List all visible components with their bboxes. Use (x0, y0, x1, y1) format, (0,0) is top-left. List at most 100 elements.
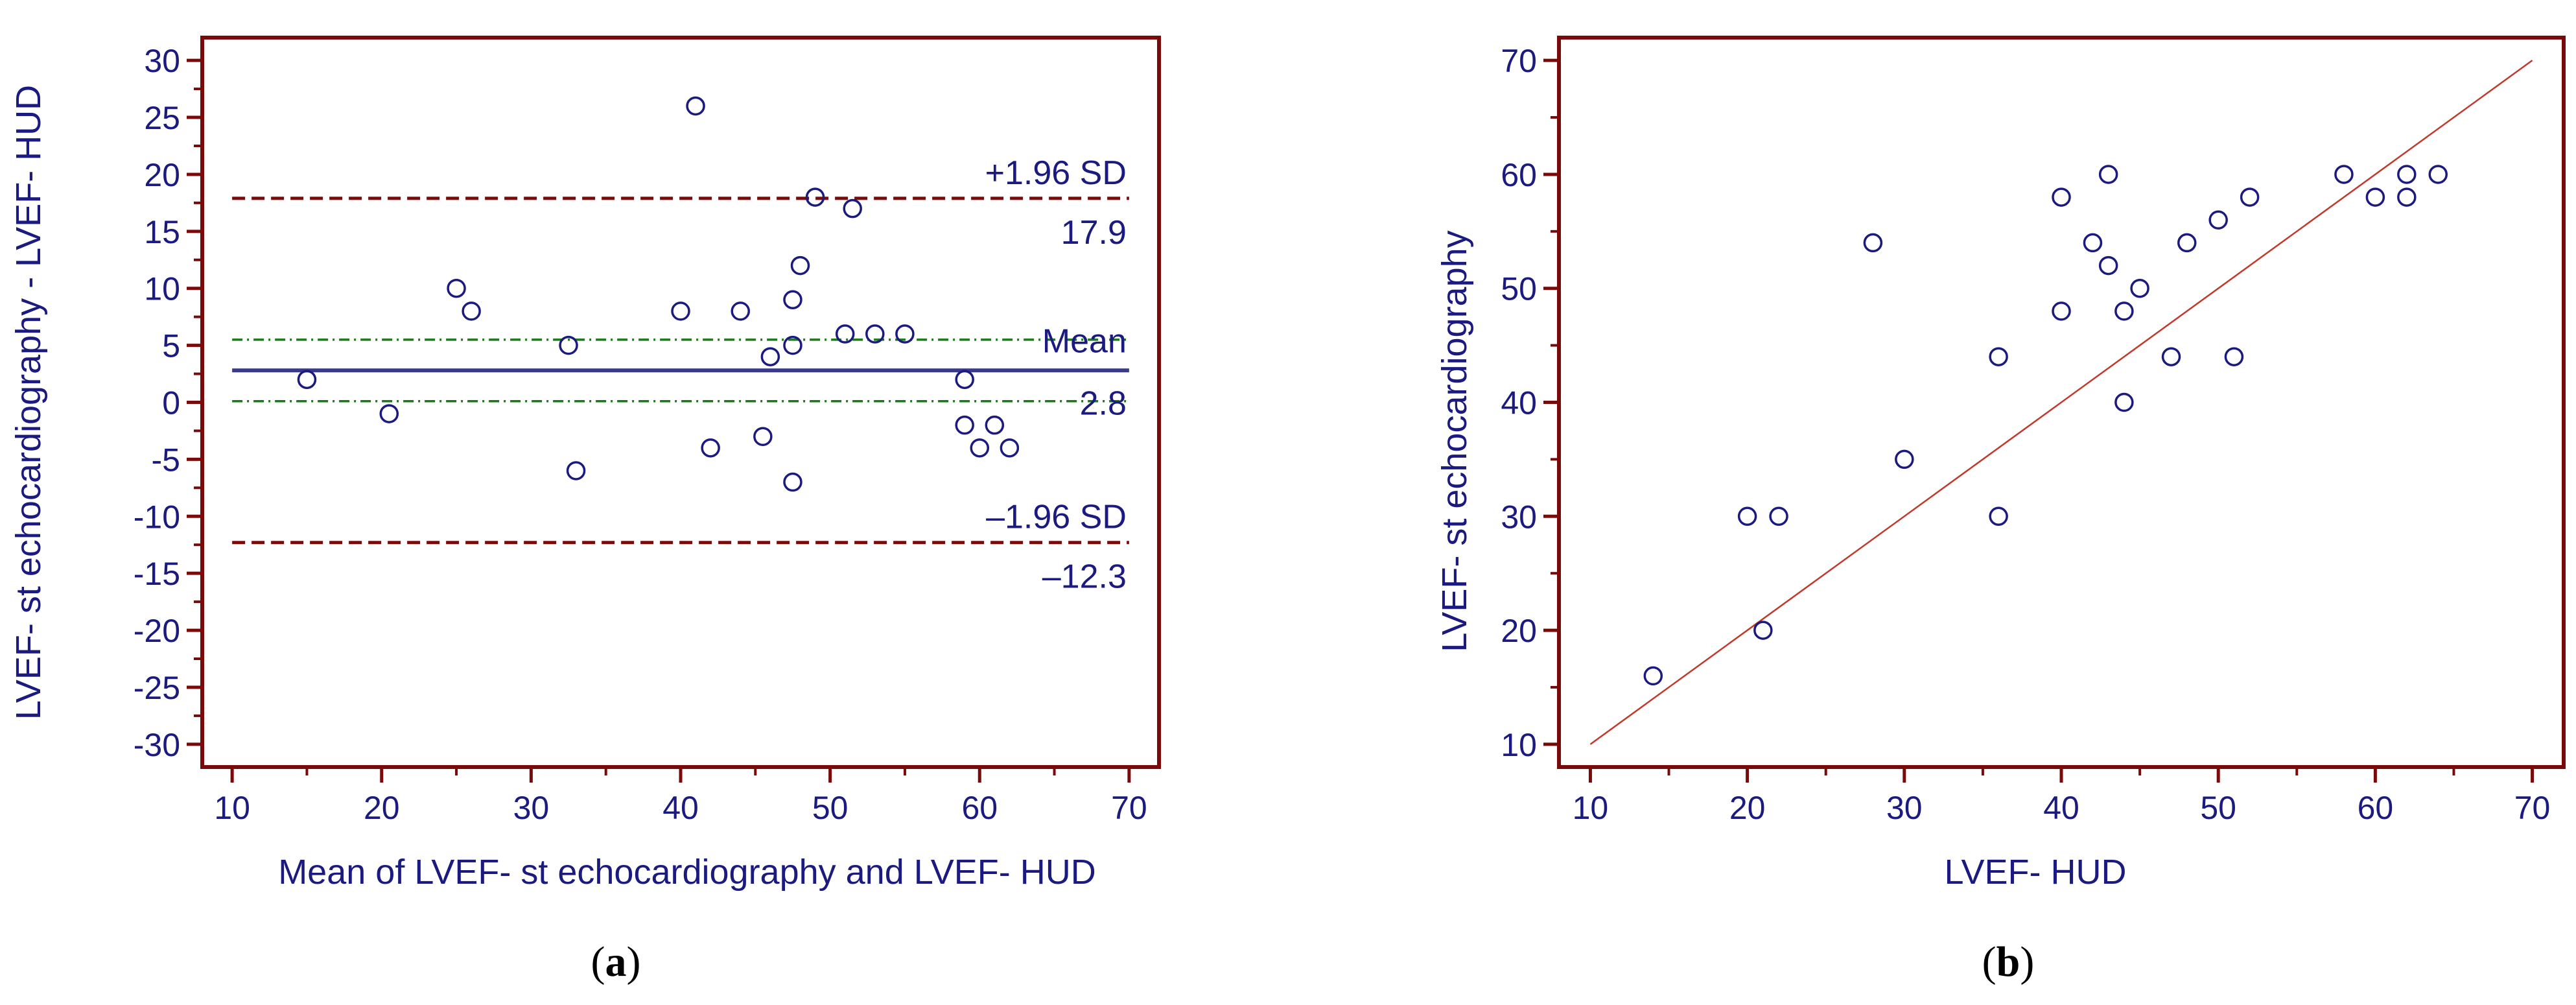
lower-limit-label: –1.96 SD (986, 499, 1127, 536)
a-xtick-label: 50 (812, 790, 849, 826)
a-data-point (865, 324, 885, 344)
b-data-point (1895, 449, 1914, 469)
a-data-point (805, 187, 825, 207)
b-xtick-label: 70 (2514, 790, 2551, 826)
a-data-point (447, 278, 466, 298)
b-ytick-label: 10 (1501, 727, 1537, 763)
panel-label-a-letter: a (605, 938, 627, 986)
a-data-point (379, 404, 399, 423)
a-y-axis-title: LVEF- st echocardiography - LVEF- HUD (9, 85, 48, 720)
a-data-point (297, 370, 317, 390)
b-ytick-label: 30 (1501, 499, 1537, 535)
a-ytick-label: 5 (162, 328, 180, 364)
b-data-point (2224, 347, 2244, 366)
a-xtick-label: 10 (214, 790, 250, 826)
a-ytick-label: 10 (144, 271, 180, 307)
b-data-point (1753, 621, 1773, 640)
b-data-point (1643, 666, 1663, 686)
b-data-point (1863, 233, 1883, 253)
a-data-point (955, 415, 974, 435)
a-xtick-label: 30 (513, 790, 550, 826)
b-data-point (1989, 506, 2008, 526)
a-data-point (970, 438, 989, 458)
b-data-points (1643, 165, 2448, 686)
a-ytick-label: 15 (144, 214, 180, 250)
a-xtick-label: 60 (961, 790, 998, 826)
panel-label-b: (b) (1982, 938, 2035, 986)
b-ytick-label: 50 (1501, 271, 1537, 307)
a-plot-frame (200, 36, 1161, 769)
a-data-point (760, 347, 780, 366)
a-data-point (783, 290, 802, 310)
a-data-point (790, 255, 810, 276)
b-x-axis: 10 20 30 40 50 60 70 (1573, 767, 2551, 826)
a-ytick-label: -5 (152, 442, 180, 478)
a-data-point (783, 335, 802, 355)
b-data-point (2052, 302, 2071, 321)
a-data-point (895, 324, 915, 344)
a-xtick-label: 70 (1111, 790, 1147, 826)
b-data-point (2161, 347, 2181, 366)
a-ytick-label: 20 (144, 157, 180, 193)
b-data-point (2365, 187, 2385, 207)
a-data-point (701, 438, 720, 458)
b-xtick-label: 10 (1573, 790, 1609, 826)
a-data-point (1000, 438, 1020, 458)
b-data-point (2114, 302, 2134, 321)
a-data-point (559, 335, 578, 355)
a-data-point (843, 198, 862, 219)
b-ytick-label: 70 (1501, 43, 1537, 79)
b-ytick-label: 60 (1501, 157, 1537, 193)
panel-label-a-open: ( (591, 938, 605, 986)
b-data-point (2208, 210, 2228, 230)
a-ytick-label: -20 (134, 613, 180, 649)
mean-value: 2.8 (1080, 384, 1127, 422)
a-x-axis-title: Mean of LVEF- st echocardiography and LV… (278, 853, 1096, 892)
a-data-point (671, 302, 690, 321)
a-xtick-label: 20 (364, 790, 400, 826)
a-reference-lines (232, 196, 1129, 545)
a-data-point (985, 415, 1005, 435)
b-data-point (2240, 187, 2260, 207)
b-xtick-label: 20 (1729, 790, 1766, 826)
a-data-point (686, 96, 705, 116)
b-data-point (2130, 278, 2149, 298)
a-data-point (783, 472, 802, 492)
a-ytick-label: -25 (134, 670, 180, 706)
b-xtick-label: 30 (1886, 790, 1923, 826)
a-ytick-label: -30 (134, 727, 180, 763)
mean-label: Mean (1042, 322, 1127, 360)
a-xtick-label: 40 (662, 790, 699, 826)
a-x-axis: 10 20 30 40 50 60 70 (214, 767, 1147, 826)
panel-label-b-close: ) (2020, 938, 2034, 986)
b-y-axis-title: LVEF- st echocardiography (1435, 230, 1474, 652)
b-data-point (1769, 506, 1788, 526)
panel-label-a: (a) (591, 938, 641, 986)
b-data-point (2098, 165, 2118, 184)
b-xtick-label: 50 (2200, 790, 2236, 826)
identity-line (1589, 60, 2533, 745)
a-data-point (462, 302, 481, 321)
b-x-axis-title: LVEF- HUD (1944, 853, 2126, 892)
a-ytick-label: 25 (144, 100, 180, 136)
b-data-point (2334, 165, 2354, 184)
a-ytick-label: 30 (144, 43, 180, 79)
b-identity-line-layer (1589, 60, 2533, 745)
b-ytick-label: 20 (1501, 613, 1537, 649)
b-y-axis: 70 60 50 40 30 20 10 (1501, 43, 1559, 763)
b-data-point (2114, 392, 2134, 412)
a-data-points (297, 96, 1020, 492)
b-data-point (2428, 165, 2448, 184)
a-y-axis: 30 25 20 15 10 5 0 -5 -10 -15 -20 -25 -30 (134, 43, 202, 763)
b-data-point (2177, 233, 2197, 253)
b-data-point (2083, 233, 2103, 253)
b-data-point (1989, 347, 2008, 366)
panel-label-a-close: ) (627, 938, 641, 986)
b-data-point (2397, 165, 2417, 184)
panel-label-b-open: ( (1982, 938, 1996, 986)
b-data-point (1737, 506, 1757, 526)
a-data-point (566, 461, 586, 480)
a-ytick-label: -10 (134, 499, 180, 535)
b-data-point (2397, 187, 2417, 207)
